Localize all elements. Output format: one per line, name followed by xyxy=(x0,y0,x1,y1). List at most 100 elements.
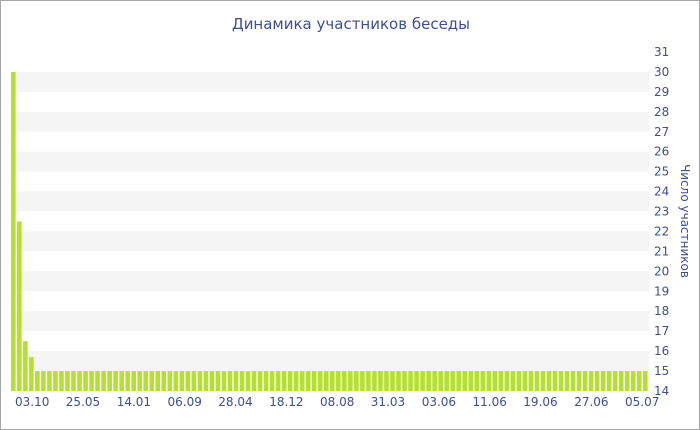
y-tick-label: 20 xyxy=(654,264,669,278)
x-tick-label: 14.01 xyxy=(117,395,151,409)
bar xyxy=(263,371,269,391)
bar xyxy=(23,341,28,391)
bar xyxy=(317,371,323,391)
y-tick-label: 29 xyxy=(654,85,669,99)
bar xyxy=(89,371,94,391)
grid-band xyxy=(11,71,649,92)
bar xyxy=(101,371,106,391)
bar xyxy=(173,371,179,391)
x-tick-label: 03.06 xyxy=(422,395,456,409)
bar xyxy=(65,371,70,391)
y-tick-label: 21 xyxy=(654,244,669,258)
bar xyxy=(227,371,233,391)
bar xyxy=(107,371,112,391)
bar xyxy=(41,371,46,391)
y-tick-label: 28 xyxy=(654,105,669,119)
bar xyxy=(372,371,377,391)
y-tick-label: 22 xyxy=(654,225,669,239)
bar xyxy=(570,371,576,391)
bar xyxy=(47,371,52,391)
bar xyxy=(185,371,191,391)
bar xyxy=(612,371,618,391)
bar xyxy=(131,371,136,391)
y-tick-label: 31 xyxy=(654,45,669,59)
x-tick-label: 19.06 xyxy=(523,395,557,409)
bar xyxy=(588,371,594,391)
bar xyxy=(630,371,636,391)
bar xyxy=(414,371,419,391)
bar xyxy=(384,371,389,391)
x-tick-label: 27.06 xyxy=(574,395,608,409)
bar xyxy=(366,371,371,391)
bar xyxy=(480,371,486,391)
bar xyxy=(323,371,329,391)
y-tick-label: 23 xyxy=(654,205,669,219)
bar xyxy=(330,371,335,391)
bar xyxy=(149,371,155,391)
bar xyxy=(456,371,462,391)
x-tick-label: 03.10 xyxy=(15,395,49,409)
x-tick-label: 06.09 xyxy=(168,395,202,409)
bar xyxy=(281,371,287,391)
bar xyxy=(137,371,143,391)
bar xyxy=(534,371,540,391)
bar xyxy=(492,371,498,391)
bar xyxy=(396,371,401,391)
bar xyxy=(576,371,582,391)
bar xyxy=(624,371,630,391)
bar xyxy=(504,371,510,391)
y-tick-label: 15 xyxy=(654,364,669,378)
y-tick-label: 25 xyxy=(654,165,669,179)
bar xyxy=(239,371,245,391)
bar xyxy=(636,371,642,391)
bar xyxy=(179,371,185,391)
x-tick-label: 28.04 xyxy=(218,395,252,409)
bar xyxy=(408,371,413,391)
bar xyxy=(35,371,40,391)
bar xyxy=(293,371,299,391)
bar xyxy=(11,71,16,391)
bar xyxy=(450,371,455,391)
bar xyxy=(642,371,648,391)
bar xyxy=(233,371,239,391)
bar xyxy=(59,371,64,391)
bar xyxy=(305,371,311,391)
bar xyxy=(618,371,624,391)
bar xyxy=(354,371,359,391)
bars-group xyxy=(11,71,648,391)
bar xyxy=(468,371,474,391)
bar xyxy=(510,371,516,391)
bar xyxy=(516,371,522,391)
x-tick-label: 05.07 xyxy=(625,395,659,409)
bar xyxy=(197,371,203,391)
bar xyxy=(594,371,600,391)
y-tick-label: 24 xyxy=(654,185,669,199)
bar xyxy=(119,371,124,391)
y-tick-label: 27 xyxy=(654,125,669,139)
x-axis-ticks: 03.10 25.05 14.01 06.09 28.04 18.12 08.08 31.03… xyxy=(15,395,659,409)
y-axis-ticks: 14 15 16 17 18 19 20 21 22 23 24 25 26 27 28 29 30 31 xyxy=(654,45,669,398)
grid-band xyxy=(11,191,649,212)
bar xyxy=(540,371,546,391)
bar xyxy=(215,371,221,391)
bar xyxy=(420,371,425,391)
bar xyxy=(498,371,504,391)
bar xyxy=(203,371,209,391)
bar xyxy=(552,371,558,391)
bar xyxy=(245,371,251,391)
grid-bands xyxy=(11,71,649,372)
bar xyxy=(155,371,161,391)
bar xyxy=(522,371,528,391)
bar xyxy=(83,371,88,391)
bar xyxy=(221,371,227,391)
y-axis-label: Число участников xyxy=(678,164,692,278)
bar xyxy=(438,371,443,391)
bar xyxy=(582,371,588,391)
bar xyxy=(161,371,167,391)
bar xyxy=(390,371,395,391)
bar xyxy=(486,371,492,391)
bar xyxy=(546,371,552,391)
bar xyxy=(125,371,130,391)
x-tick-label: 08.08 xyxy=(320,395,354,409)
